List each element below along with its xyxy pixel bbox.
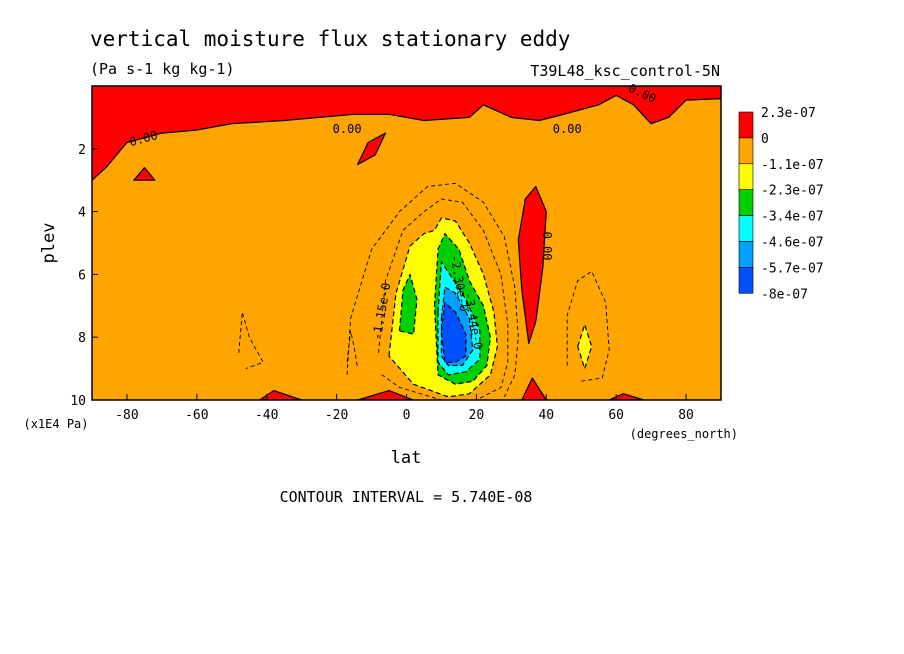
x-axis-units: (degrees_north) — [630, 427, 738, 441]
colorbar-label: -2.3e-07 — [761, 184, 824, 199]
y-axis-ticks: 2 4 6 8 10 — [70, 143, 98, 409]
y-tick-label: 2 — [78, 143, 86, 158]
contour-value-label: 0.00 — [333, 122, 362, 136]
colorbar-label: -3.4e-07 — [761, 210, 824, 225]
colorbar-swatch — [738, 189, 754, 216]
colorbar: 2.3e-07 0 -1.1e-07 -2.3e-07 -3.4e-07 -4.6e-07… — [738, 106, 824, 302]
x-tick-label: -80 — [115, 408, 138, 423]
colorbar-swatch — [738, 111, 754, 139]
x-tick-label: -40 — [255, 408, 278, 423]
contour-region — [440, 302, 467, 363]
chart-title: vertical moisture flux stationary eddy — [90, 27, 570, 51]
contour-lines — [238, 182, 610, 400]
contour-interval-note: CONTOUR INTERVAL = 5.740E-08 — [280, 488, 533, 506]
contour-region — [521, 377, 547, 400]
colorbar-swatch — [738, 267, 754, 294]
contour-region — [357, 390, 415, 400]
colorbar-swatch — [738, 137, 754, 165]
x-tick-label: -20 — [325, 408, 348, 423]
colorbar-swatch — [738, 215, 754, 242]
x-tick-label: 0 — [403, 408, 411, 423]
contour-region — [398, 273, 418, 335]
contour-region — [517, 185, 547, 345]
plot-area — [92, 86, 721, 400]
contour-line — [566, 270, 610, 382]
x-tick-label: 40 — [538, 408, 554, 423]
x-axis-label: lat — [391, 448, 422, 468]
y-tick-label: 6 — [78, 268, 86, 283]
colorbar-label: 0 — [761, 132, 769, 147]
colorbar-label: -1.1e-07 — [761, 158, 824, 173]
y-tick-label: 10 — [70, 394, 86, 409]
colorbar-label: -5.7e-07 — [761, 261, 824, 276]
y-tick-label: 8 — [78, 331, 86, 346]
x-tick-label: 20 — [469, 408, 485, 423]
contour-line — [346, 330, 359, 369]
colorbar-label: -4.6e-07 — [761, 236, 824, 251]
contour-region — [133, 167, 156, 181]
y-axis-units: (x1E4 Pa) — [23, 417, 88, 431]
contour-region — [92, 86, 721, 181]
contour-line — [378, 198, 509, 400]
colorbar-swatch — [738, 163, 754, 191]
x-tick-label: 80 — [678, 408, 694, 423]
x-axis-ticks: -80 -60 -40 -20 0 20 40 60 80 — [115, 394, 694, 423]
y-tick-label: 4 — [78, 206, 86, 221]
colorbar-swatch — [738, 241, 754, 268]
y-axis-label: plev — [39, 223, 59, 264]
colorbar-label: -8e-07 — [761, 287, 808, 302]
x-tick-label: -60 — [185, 408, 208, 423]
x-tick-label: 60 — [608, 408, 624, 423]
dataset-label: T39L48_ksc_control-5N — [530, 62, 720, 80]
contour-line — [238, 311, 264, 370]
chart-subtitle: (Pa s-1 kg kg-1) — [90, 60, 235, 78]
colorbar-label: 2.3e-07 — [761, 106, 816, 121]
contour-region — [577, 324, 593, 370]
contour-value-label: 0.00 — [540, 232, 554, 261]
contour-value-label: 0.00 — [553, 122, 582, 136]
contour-region — [357, 132, 387, 166]
contour-line — [346, 182, 519, 398]
